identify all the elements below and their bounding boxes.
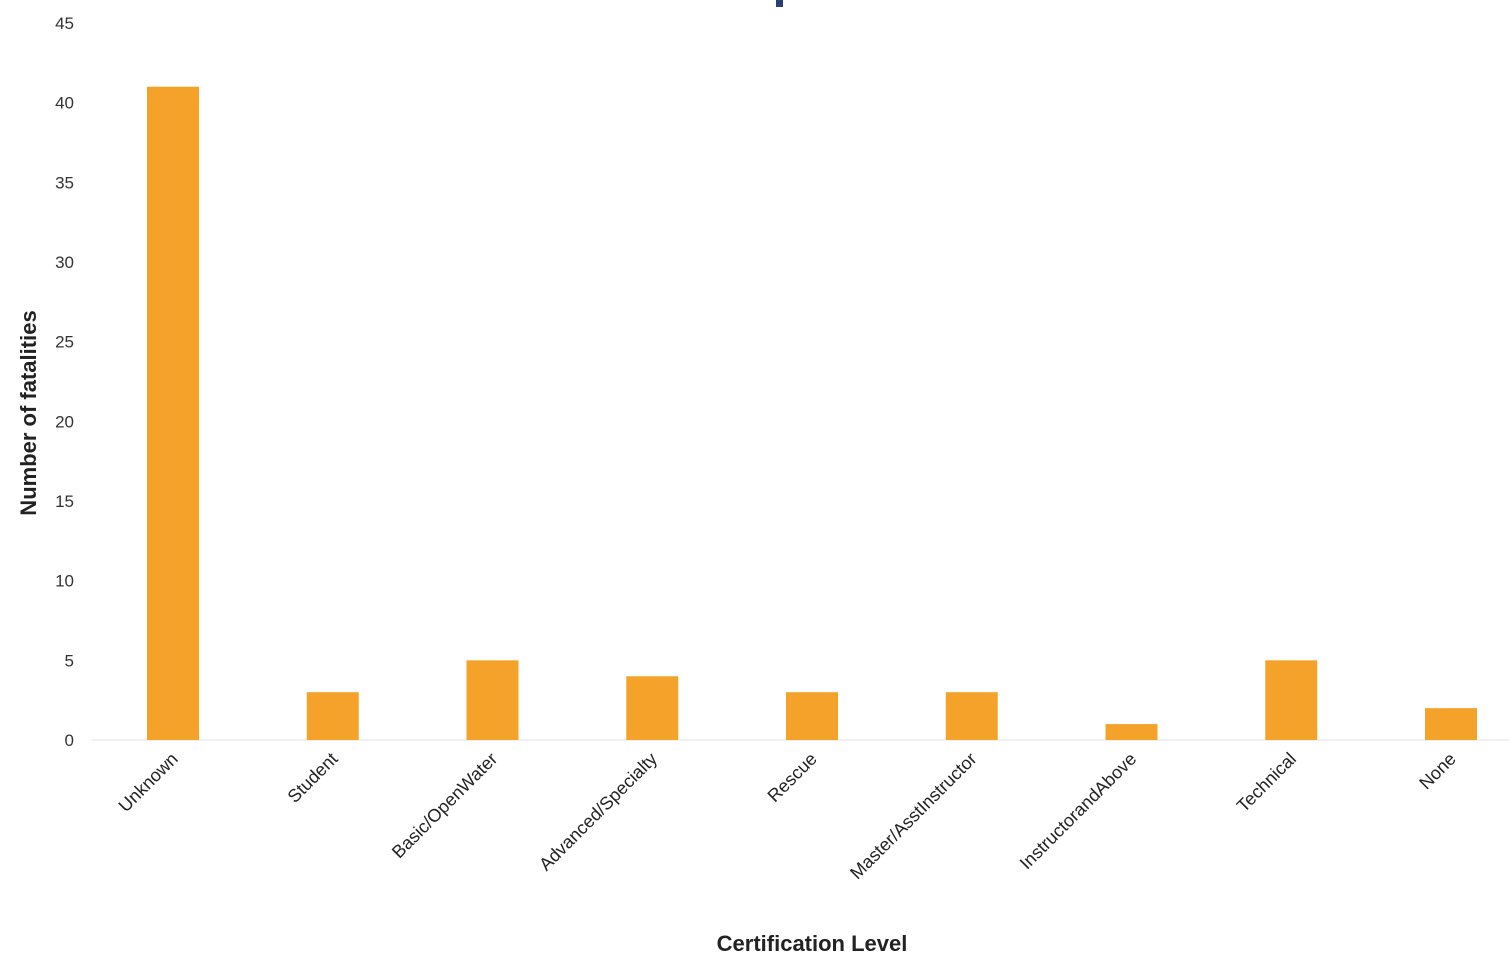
bar xyxy=(466,660,519,740)
y-tick-label: 15 xyxy=(55,492,74,511)
x-tick-label: Advanced/Specialty xyxy=(535,749,661,875)
y-axis-title: Number of fatalities xyxy=(16,310,41,515)
bar xyxy=(306,692,359,740)
bar xyxy=(147,86,199,740)
bar xyxy=(945,692,998,740)
y-axis-ticks: 0 5 10 15 20 25 30 35 40 45 xyxy=(55,14,74,750)
x-tick-label: Rescue xyxy=(764,749,821,806)
x-tick-label: Basic/OpenWater xyxy=(388,749,501,862)
y-tick-label: 30 xyxy=(55,253,74,272)
y-tick-label: 45 xyxy=(55,14,74,33)
x-tick-label: InstructorandAbove xyxy=(1016,749,1141,874)
bar xyxy=(786,692,838,740)
x-tick-label: Technical xyxy=(1233,749,1300,816)
x-tick-label: Unknown xyxy=(115,749,182,816)
x-tick-label: Student xyxy=(284,749,342,807)
y-tick-label: 35 xyxy=(55,173,74,192)
bar xyxy=(1425,708,1477,740)
x-tick-label: Master/AsstInstructor xyxy=(846,749,980,883)
title-accent-mark xyxy=(776,0,783,7)
y-tick-label: 25 xyxy=(55,333,74,352)
y-tick-label: 0 xyxy=(65,731,74,750)
bar xyxy=(1105,724,1158,740)
y-tick-label: 20 xyxy=(55,412,74,431)
x-axis-category-labels: Unknown Student Basic/OpenWater Advanced/Sp… xyxy=(115,749,1460,883)
bar-series xyxy=(147,86,1477,740)
y-tick-label: 5 xyxy=(65,651,74,670)
x-tick-label: None xyxy=(1415,749,1460,794)
bar xyxy=(1265,660,1318,740)
bar xyxy=(626,676,679,740)
y-tick-label: 40 xyxy=(55,94,74,113)
y-tick-label: 10 xyxy=(55,572,74,591)
x-axis-title: Certification Level xyxy=(717,931,908,955)
